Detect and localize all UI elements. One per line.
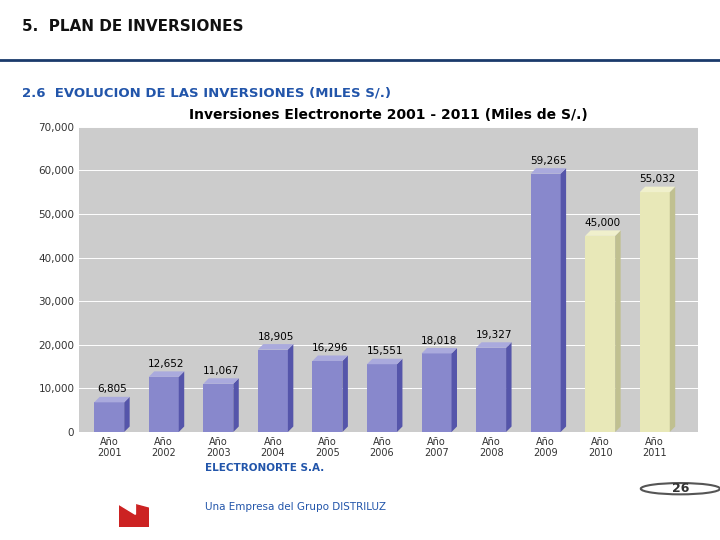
Polygon shape	[397, 359, 402, 432]
Polygon shape	[233, 379, 239, 432]
Polygon shape	[288, 344, 293, 432]
Polygon shape	[476, 342, 511, 348]
Bar	[421, 354, 451, 432]
Polygon shape	[670, 187, 675, 432]
Text: Una Empresa del Grupo DISTRILUZ: Una Empresa del Grupo DISTRILUZ	[205, 502, 386, 512]
Text: 11,067: 11,067	[203, 366, 239, 376]
Polygon shape	[451, 348, 457, 432]
Polygon shape	[561, 168, 566, 432]
Text: 6,805: 6,805	[97, 384, 127, 394]
Text: 26: 26	[672, 482, 689, 495]
Polygon shape	[585, 231, 621, 236]
Bar	[476, 348, 506, 432]
Polygon shape	[615, 231, 621, 432]
Bar	[585, 236, 615, 432]
Polygon shape	[179, 372, 184, 432]
Bar	[531, 174, 561, 432]
Text: 45,000: 45,000	[585, 218, 621, 228]
Text: 59,265: 59,265	[530, 156, 567, 166]
Polygon shape	[119, 500, 149, 526]
Polygon shape	[149, 372, 184, 377]
Bar	[203, 384, 233, 432]
Bar	[149, 377, 179, 432]
Text: 19,327: 19,327	[476, 330, 512, 340]
Bar	[258, 349, 288, 432]
Polygon shape	[506, 342, 511, 432]
Polygon shape	[119, 488, 135, 514]
Polygon shape	[367, 359, 402, 364]
Polygon shape	[125, 397, 130, 432]
Polygon shape	[312, 355, 348, 361]
Bar	[367, 364, 397, 432]
Text: ELECTRONORTE S.A.: ELECTRONORTE S.A.	[205, 463, 325, 473]
Text: 18,905: 18,905	[258, 332, 294, 342]
Text: 16,296: 16,296	[312, 343, 348, 353]
Polygon shape	[421, 348, 457, 354]
Text: 15,551: 15,551	[366, 346, 403, 356]
Text: 12,652: 12,652	[148, 359, 185, 369]
Polygon shape	[203, 379, 239, 384]
Polygon shape	[258, 344, 293, 349]
Bar	[312, 361, 343, 432]
Title: Inversiones Electronorte 2001 - 2011 (Miles de S/.): Inversiones Electronorte 2001 - 2011 (Mi…	[189, 107, 588, 122]
Text: 2.6  EVOLUCION DE LAS INVERSIONES (MILES S/.): 2.6 EVOLUCION DE LAS INVERSIONES (MILES …	[22, 87, 391, 100]
Polygon shape	[640, 187, 675, 192]
Text: 55,032: 55,032	[639, 174, 675, 184]
Bar	[640, 192, 670, 432]
Circle shape	[641, 483, 720, 494]
Polygon shape	[531, 168, 566, 174]
Bar	[94, 402, 125, 432]
Text: 18,018: 18,018	[421, 335, 457, 346]
Text: 5.  PLAN DE INVERSIONES: 5. PLAN DE INVERSIONES	[22, 19, 243, 34]
Polygon shape	[94, 397, 130, 402]
Polygon shape	[343, 355, 348, 432]
